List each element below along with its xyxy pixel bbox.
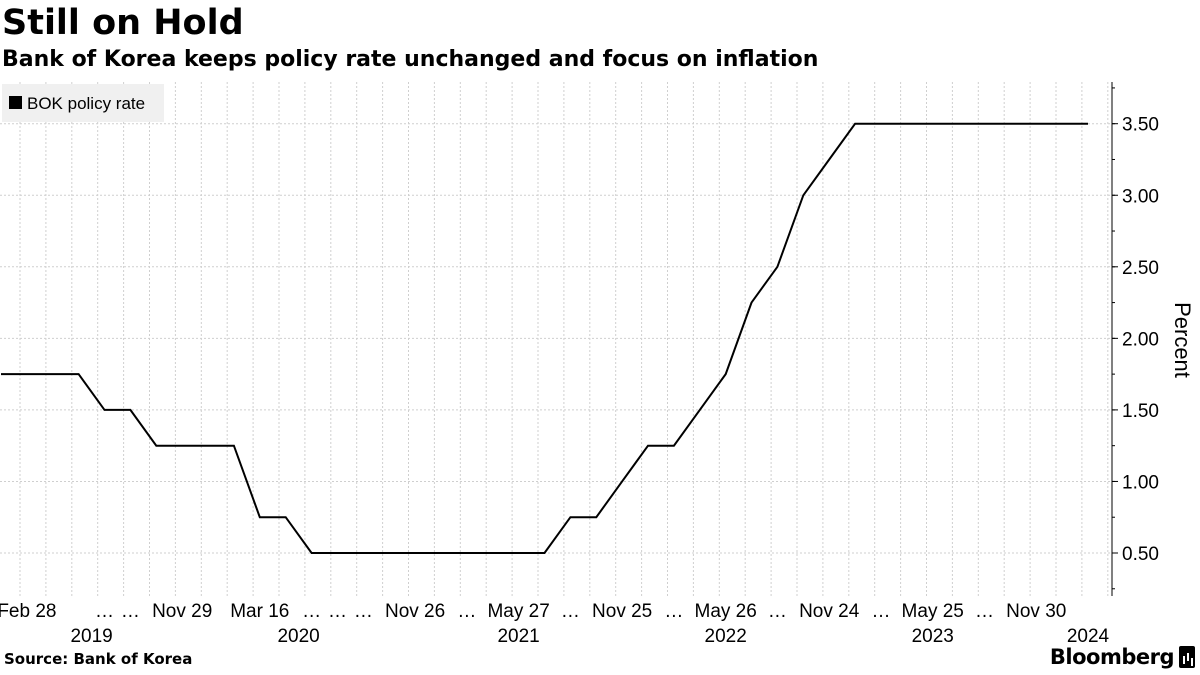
- brand-logo: Bloomberg: [1050, 645, 1195, 669]
- legend-box: [2, 84, 164, 122]
- x-year-label: 2024: [1067, 626, 1110, 647]
- y-tick-label: 2.50: [1122, 258, 1159, 279]
- x-year-label: 2020: [277, 626, 319, 647]
- x-tick-label: …: [871, 601, 890, 622]
- y-tick-label: 1.00: [1122, 472, 1159, 493]
- y-tick-label: 3.00: [1122, 186, 1159, 207]
- x-tick-label: Nov 30: [1006, 601, 1066, 622]
- legend-label: BOK policy rate: [27, 94, 145, 113]
- x-tick-label: …: [354, 601, 373, 622]
- y-tick-label: 0.50: [1122, 544, 1159, 565]
- y-tick-label: 1.50: [1122, 401, 1159, 422]
- x-tick-label: …: [664, 601, 683, 622]
- x-tick-label: Feb 28: [0, 601, 56, 622]
- x-tick-label: …: [975, 601, 994, 622]
- x-tick-label: May 25: [902, 601, 964, 622]
- x-tick-label: …: [121, 601, 140, 622]
- chart-subtitle: Bank of Korea keeps policy rate unchange…: [2, 47, 819, 72]
- x-tick-label: May 27: [487, 601, 549, 622]
- x-tick-label: …: [457, 601, 476, 622]
- y-axis: 0.50 1.00 1.50 2.00 2.50 3.00 3.50 Percent: [1111, 82, 1195, 596]
- x-tick-label: …: [302, 601, 321, 622]
- series-layer: [1, 122, 1088, 554]
- source-note: Source: Bank of Korea: [4, 650, 193, 668]
- chart-title: Still on Hold: [2, 3, 244, 43]
- x-tick-label: …: [561, 601, 580, 622]
- x-tick-label: Nov 26: [385, 601, 445, 622]
- x-tick-label: …: [768, 601, 787, 622]
- bloomberg-terminal-icon: [1179, 646, 1195, 668]
- x-year-label: 2021: [497, 626, 539, 647]
- y-tick-label: 2.00: [1122, 329, 1159, 350]
- x-axis: Feb 28 … … Nov 29 Mar 16 … … … Nov 26 … May 27 … Nov…: [0, 601, 1110, 647]
- y-axis-label: Percent: [1170, 302, 1195, 378]
- x-tick-label: …: [328, 601, 347, 622]
- x-year-label: 2019: [70, 626, 112, 647]
- x-tick-label: May 26: [695, 601, 757, 622]
- x-tick-label: Nov 25: [592, 601, 652, 622]
- x-tick-label: Nov 24: [799, 601, 860, 622]
- legend: BOK policy rate: [2, 84, 164, 122]
- legend-swatch: [9, 96, 22, 109]
- series-line-bok-policy-rate: [1, 122, 1088, 554]
- x-tick-label: Mar 16: [230, 601, 289, 622]
- x-year-label: 2022: [705, 626, 747, 647]
- grid-lines: [0, 82, 1112, 596]
- brand-name: Bloomberg: [1049, 645, 1175, 669]
- x-tick-label: …: [95, 601, 114, 622]
- y-tick-label: 3.50: [1122, 115, 1159, 136]
- x-tick-label: Nov 29: [152, 601, 212, 622]
- x-year-label: 2023: [912, 626, 954, 647]
